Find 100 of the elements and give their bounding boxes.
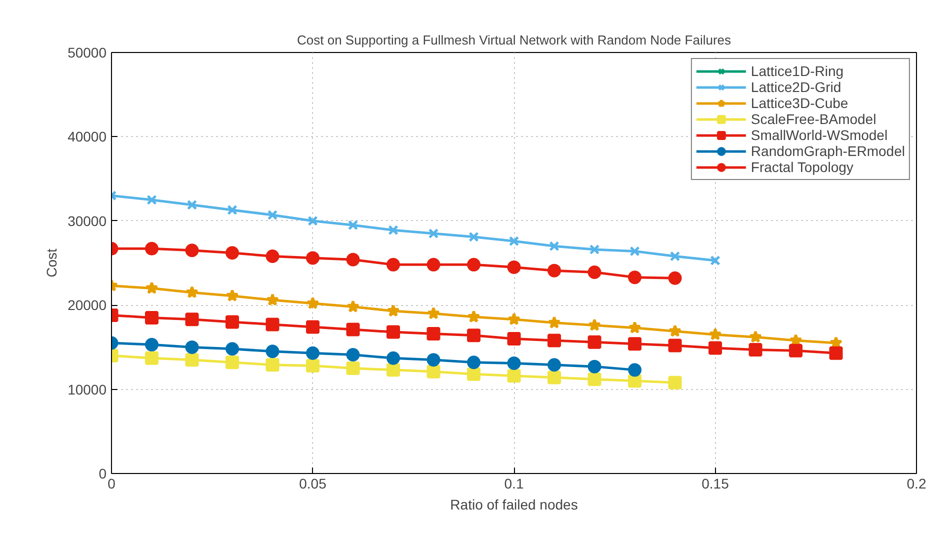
x-axis-title: Ratio of failed nodes: [450, 496, 578, 512]
point: [628, 270, 642, 284]
x-tick-label: 0.2: [906, 476, 926, 492]
point: [710, 255, 720, 266]
point: [548, 334, 561, 348]
point: [428, 228, 439, 239]
point: [508, 312, 520, 326]
point: [668, 376, 682, 390]
y-tick-label: 40000: [68, 128, 107, 145]
point: [386, 304, 400, 317]
y-tick-label: 30000: [68, 212, 107, 229]
point: [749, 330, 762, 343]
x-tick-label: 0.1: [504, 476, 524, 492]
point: [427, 306, 440, 320]
point: [145, 282, 158, 294]
point: [467, 328, 480, 342]
point: [507, 332, 521, 346]
point: [386, 351, 400, 365]
point: [630, 246, 640, 256]
point: [668, 324, 682, 337]
point: [507, 356, 521, 370]
point: [346, 300, 360, 312]
point: [186, 200, 198, 210]
legend-label: SmallWorld-WSmodel: [750, 127, 888, 143]
point: [346, 362, 360, 375]
point: [467, 310, 480, 323]
point: [548, 358, 561, 372]
point: [346, 348, 360, 362]
point: [185, 312, 199, 326]
point: [628, 374, 642, 388]
point: [386, 363, 400, 377]
point: [185, 353, 199, 367]
point: [266, 318, 280, 332]
legend-label: Fractal Topology: [750, 159, 854, 175]
point: [388, 225, 398, 236]
point: [708, 328, 722, 340]
point: [467, 356, 480, 370]
point: [267, 210, 278, 220]
y-tick-label: 0: [98, 466, 107, 482]
legend-label: Lattice1D-Ring: [750, 63, 844, 79]
point: [628, 363, 642, 377]
point: [306, 358, 320, 372]
point: [226, 246, 239, 260]
point: [588, 360, 602, 374]
point: [348, 220, 358, 230]
point: [266, 344, 280, 358]
point: [266, 358, 280, 372]
point: [226, 315, 239, 329]
legend-label: Lattice3D-Cube: [750, 95, 848, 111]
point: [588, 318, 601, 332]
point: [226, 342, 239, 356]
point: [426, 258, 440, 272]
point: [306, 346, 320, 360]
point: [548, 264, 561, 278]
point: [508, 236, 520, 246]
point: [426, 364, 440, 378]
point: [306, 296, 320, 310]
point: [507, 260, 521, 274]
point: [226, 356, 239, 370]
point: [386, 258, 400, 272]
point: [548, 370, 561, 384]
point: [308, 216, 318, 226]
point: [628, 337, 642, 351]
point: [549, 241, 560, 252]
x-tick-label: 0.15: [702, 476, 730, 492]
point: [185, 340, 199, 354]
point: [588, 372, 602, 386]
y-axis-title: Cost: [44, 248, 60, 278]
y-tick-label: 10000: [68, 381, 107, 398]
point: [346, 322, 360, 336]
point: [186, 286, 198, 298]
point: [588, 335, 602, 349]
point: [588, 266, 602, 279]
point: [266, 293, 279, 306]
legend-label: RandomGraph-ERmodel: [750, 143, 905, 159]
point: [708, 341, 722, 355]
point: [386, 325, 400, 339]
point: [426, 353, 440, 367]
chart-title: Cost on Supporting a Fullmesh Virtual Network with Random Node Failures: [296, 32, 732, 48]
x-tick-label: 0.05: [299, 476, 327, 492]
point: [426, 326, 440, 340]
y-tick-label: 50000: [68, 44, 107, 60]
point: [670, 251, 680, 262]
point: [226, 289, 239, 302]
point: [507, 369, 521, 383]
point: [266, 250, 280, 264]
point: [185, 244, 199, 258]
legend-label: Lattice2D-Grid: [750, 79, 842, 95]
point: [789, 344, 802, 358]
point: [748, 342, 762, 356]
y-tick-label: 20000: [68, 297, 107, 314]
point: [145, 351, 158, 365]
point: [145, 338, 158, 352]
point: [146, 194, 157, 205]
point: [467, 258, 480, 272]
point: [145, 310, 158, 324]
point: [668, 338, 682, 352]
point: [467, 367, 480, 381]
point: [548, 316, 561, 328]
point: [628, 321, 642, 334]
